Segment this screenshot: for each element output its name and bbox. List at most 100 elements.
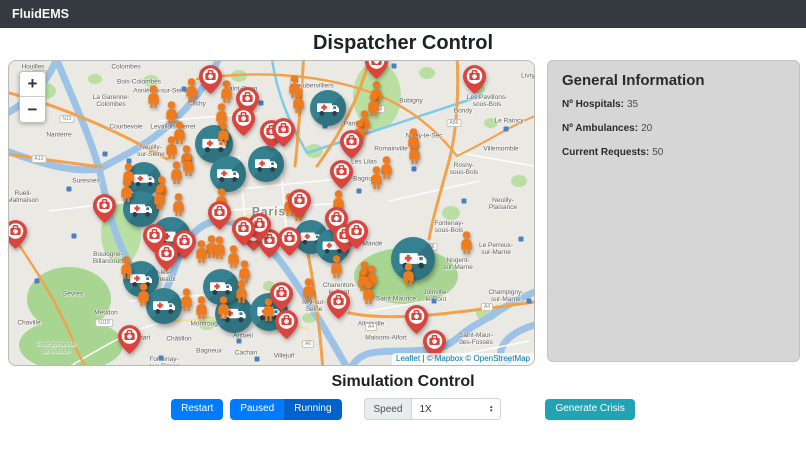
hospital-marker[interactable] (277, 227, 301, 261)
poi-icon (503, 126, 509, 132)
ambulance-marker[interactable] (248, 146, 285, 187)
ambulance-marker[interactable] (127, 162, 162, 201)
hospital-marker[interactable] (404, 305, 428, 339)
hospital-marker[interactable] (364, 61, 388, 84)
dispatch-map[interactable]: Houilles Colombes Bois-Colombes La Garenne-… (8, 60, 535, 366)
road-shield: A4 (480, 303, 494, 311)
hospital-marker[interactable] (207, 201, 231, 235)
restart-button[interactable]: Restart (171, 398, 224, 420)
person-request-marker[interactable] (183, 77, 200, 106)
poi-icon (526, 298, 532, 304)
osm-link[interactable]: © OpenStreetMap (465, 354, 530, 363)
hospital-marker[interactable] (9, 220, 27, 254)
paused-button[interactable]: Paused (230, 398, 285, 420)
ambulance-marker[interactable] (123, 261, 160, 302)
person-request-marker[interactable] (368, 165, 385, 194)
hospital-marker[interactable] (274, 310, 298, 344)
speed-selected-value: 1X (419, 403, 432, 415)
person-request-marker[interactable] (215, 121, 232, 150)
person-request-marker[interactable] (118, 255, 135, 284)
hospital-marker[interactable] (231, 107, 255, 141)
zoom-in-button[interactable]: + (20, 72, 45, 97)
person-request-marker[interactable] (170, 192, 187, 221)
hospital-marker[interactable] (326, 290, 350, 324)
hospital-marker[interactable] (198, 65, 222, 99)
mapbox-link[interactable]: © Mapbox (426, 354, 464, 363)
hospitals-count-label: Nº Hospitals: (562, 99, 624, 110)
hospital-marker[interactable] (117, 325, 141, 359)
person-request-marker[interactable] (236, 259, 253, 288)
simulation-control-title: Simulation Control (331, 373, 475, 390)
ambulance-marker[interactable] (210, 156, 247, 197)
person-request-marker[interactable] (260, 297, 277, 326)
leaflet-link[interactable]: Leaflet (396, 354, 421, 363)
person-request-marker[interactable] (215, 295, 232, 324)
hospitals-count-row: Nº Hospitals: 35 (562, 99, 785, 110)
generate-crisis-button[interactable]: Generate Crisis (545, 398, 635, 420)
person-request-marker[interactable] (365, 92, 382, 121)
road-shield: A13 (31, 155, 47, 163)
poi-icon (391, 63, 397, 69)
person-request-marker[interactable] (135, 282, 152, 311)
person-request-marker[interactable] (145, 84, 162, 113)
person-request-marker[interactable] (328, 254, 345, 283)
person-request-marker[interactable] (193, 295, 210, 324)
ambulance-marker[interactable] (146, 288, 183, 329)
ambulance-marker[interactable] (123, 191, 160, 232)
hospital-marker[interactable] (287, 189, 311, 223)
person-request-marker[interactable] (118, 178, 135, 207)
person-request-marker[interactable] (163, 135, 180, 164)
person-request-marker[interactable] (378, 155, 395, 184)
person-request-marker[interactable] (168, 160, 185, 189)
person-request-marker[interactable] (163, 100, 180, 129)
map-zoom-control: + − (19, 71, 46, 123)
hospital-marker[interactable] (271, 118, 295, 152)
person-request-marker[interactable] (218, 79, 235, 108)
road-shield: A4 (364, 323, 378, 331)
poi-icon (322, 123, 328, 129)
person-request-marker[interactable] (213, 102, 230, 131)
ambulance-marker[interactable] (310, 90, 347, 131)
person-request-marker[interactable] (203, 234, 220, 263)
person-request-marker[interactable] (458, 230, 475, 259)
person-request-marker[interactable] (193, 239, 210, 268)
hospital-marker[interactable] (329, 160, 353, 194)
poi-icon (34, 278, 40, 284)
app-brand[interactable]: FluidEMS (12, 7, 69, 21)
hospital-marker[interactable] (344, 220, 368, 254)
person-request-marker[interactable] (406, 140, 423, 169)
road-shield: A86 (446, 119, 462, 127)
hospital-marker[interactable] (142, 224, 166, 258)
person-request-marker[interactable] (211, 235, 228, 264)
hospitals-count-value: 35 (627, 99, 639, 110)
person-request-marker[interactable] (300, 277, 317, 306)
person-request-marker[interactable] (225, 244, 242, 273)
hospital-marker[interactable] (92, 194, 116, 228)
hospital-marker[interactable] (269, 282, 293, 316)
road-shield: N13 (59, 115, 75, 123)
ambulance-marker[interactable] (195, 125, 234, 168)
person-request-marker[interactable] (233, 279, 250, 308)
hospital-marker[interactable] (462, 65, 486, 99)
person-request-marker[interactable] (400, 262, 417, 291)
person-request-marker[interactable] (178, 287, 195, 316)
person-request-marker[interactable] (180, 152, 197, 181)
person-request-marker[interactable] (290, 89, 307, 118)
select-caret-icon: ▲ ▼ (488, 404, 494, 413)
hospital-marker[interactable] (154, 242, 178, 276)
zoom-out-button[interactable]: − (20, 97, 45, 122)
poi-icon (431, 298, 437, 304)
hospital-marker[interactable] (172, 230, 196, 264)
hospital-marker[interactable] (247, 213, 271, 247)
person-request-marker[interactable] (360, 280, 377, 309)
hospital-marker[interactable] (339, 130, 363, 164)
ambulance-marker[interactable] (203, 269, 240, 310)
person-request-marker[interactable] (151, 185, 168, 214)
poi-icon (66, 186, 72, 192)
ambulances-count-value: 20 (641, 123, 653, 134)
hospital-marker[interactable] (231, 217, 255, 251)
running-button[interactable]: Running (284, 398, 342, 420)
person-request-marker[interactable] (171, 120, 188, 149)
speed-select[interactable]: 1X ▲ ▼ (411, 398, 502, 420)
hospital-marker[interactable] (422, 330, 446, 364)
